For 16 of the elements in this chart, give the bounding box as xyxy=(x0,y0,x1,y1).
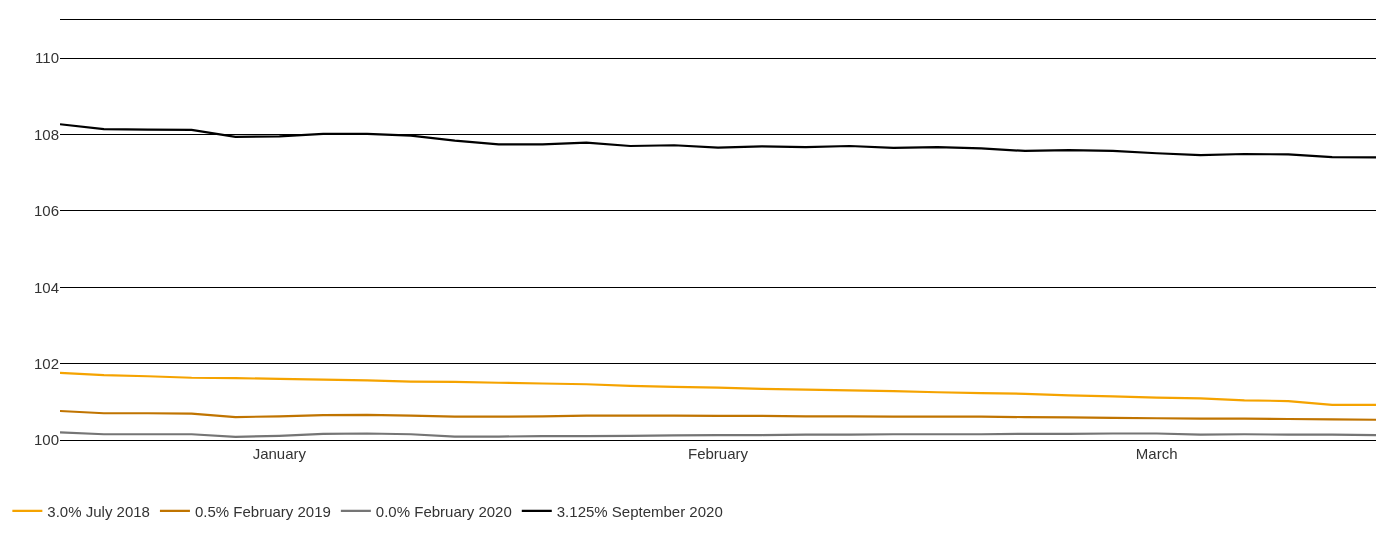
x-tick-label: March xyxy=(1135,445,1178,462)
x-tick-label: January xyxy=(252,445,307,462)
y-tick-label: 102 xyxy=(33,354,59,372)
line-series xyxy=(60,409,1376,421)
legend-label: 0.0% February 2020 xyxy=(375,502,512,520)
legend-label: 3.0% July 2018 xyxy=(47,502,150,520)
y-tick-label: 100 xyxy=(33,431,59,449)
legend-label: 3.125% September 2020 xyxy=(556,502,723,520)
line-series xyxy=(60,371,1376,406)
y-tick-label: 110 xyxy=(35,49,59,67)
y-tick-label: 106 xyxy=(33,202,59,220)
legend-label: 0.5% February 2019 xyxy=(194,502,331,520)
y-tick-label: 108 xyxy=(33,125,59,143)
x-tick-label: February xyxy=(687,445,749,462)
y-tick-label: 104 xyxy=(33,278,59,296)
line-series xyxy=(60,123,1376,159)
